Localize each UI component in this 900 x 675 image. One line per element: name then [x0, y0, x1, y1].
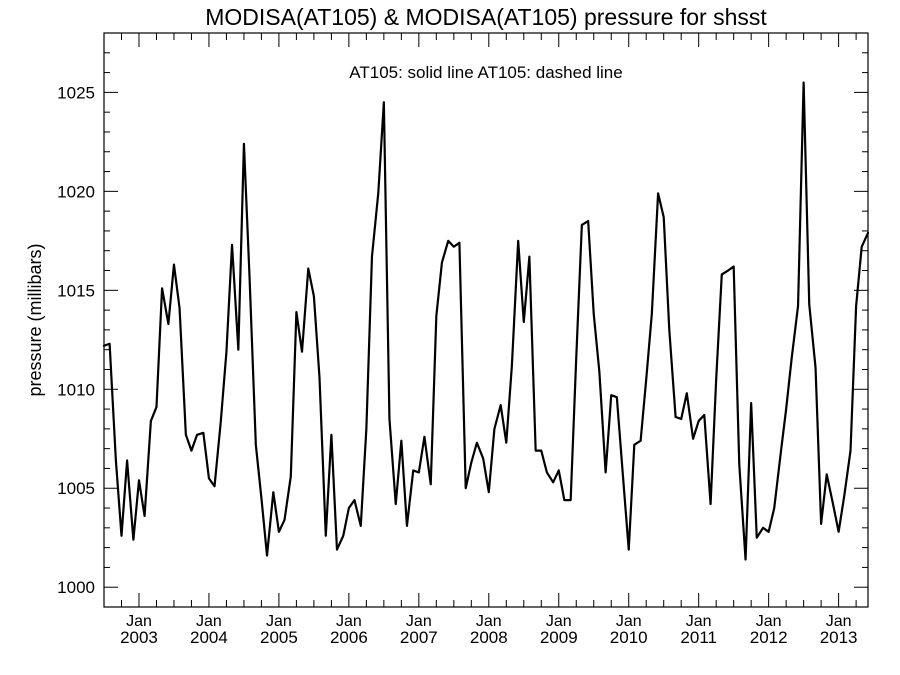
x-tick-year: 2011	[680, 628, 717, 647]
y-tick-label: 1010	[57, 380, 95, 399]
y-axis-label: pressure (millibars)	[25, 243, 45, 396]
series-layer	[102, 81, 870, 561]
x-tick-year: 2007	[400, 628, 438, 647]
plot-frame	[103, 32, 869, 608]
chart-title: MODISA(AT105) & MODISA(AT105) pressure f…	[205, 4, 767, 30]
x-tick-month: Jan	[126, 613, 152, 630]
tick-labels: 100010051010101510201025Jan2003Jan2004Ja…	[57, 83, 857, 647]
x-tick-year: 2003	[120, 628, 158, 647]
x-tick-year: 2009	[540, 628, 578, 647]
x-tick-year: 2005	[260, 628, 298, 647]
x-tick-month: Jan	[476, 613, 502, 630]
x-tick-month: Jan	[756, 613, 782, 630]
axis-ticks	[103, 32, 868, 608]
y-tick-label: 1020	[57, 182, 95, 201]
x-tick-year: 2010	[610, 628, 648, 647]
x-tick-year: 2013	[820, 628, 858, 647]
x-tick-year: 2006	[330, 628, 368, 647]
series-line-0	[102, 81, 870, 561]
x-tick-month: Jan	[826, 613, 852, 630]
x-tick-year: 2004	[190, 628, 228, 647]
x-tick-month: Jan	[336, 613, 362, 630]
y-tick-label: 1000	[57, 578, 95, 597]
x-tick-month: Jan	[616, 613, 642, 630]
x-tick-month: Jan	[686, 613, 712, 630]
y-tick-label: 1015	[57, 281, 95, 300]
x-tick-month: Jan	[266, 613, 292, 630]
x-tick-year: 2012	[750, 628, 788, 647]
y-tick-label: 1005	[57, 479, 95, 498]
legend-text: AT105: solid line AT105: dashed line	[349, 63, 622, 82]
x-tick-month: Jan	[196, 613, 222, 630]
x-tick-month: Jan	[406, 613, 432, 630]
y-tick-label: 1025	[57, 83, 95, 102]
x-tick-month: Jan	[546, 613, 572, 630]
x-tick-year: 2008	[470, 628, 508, 647]
